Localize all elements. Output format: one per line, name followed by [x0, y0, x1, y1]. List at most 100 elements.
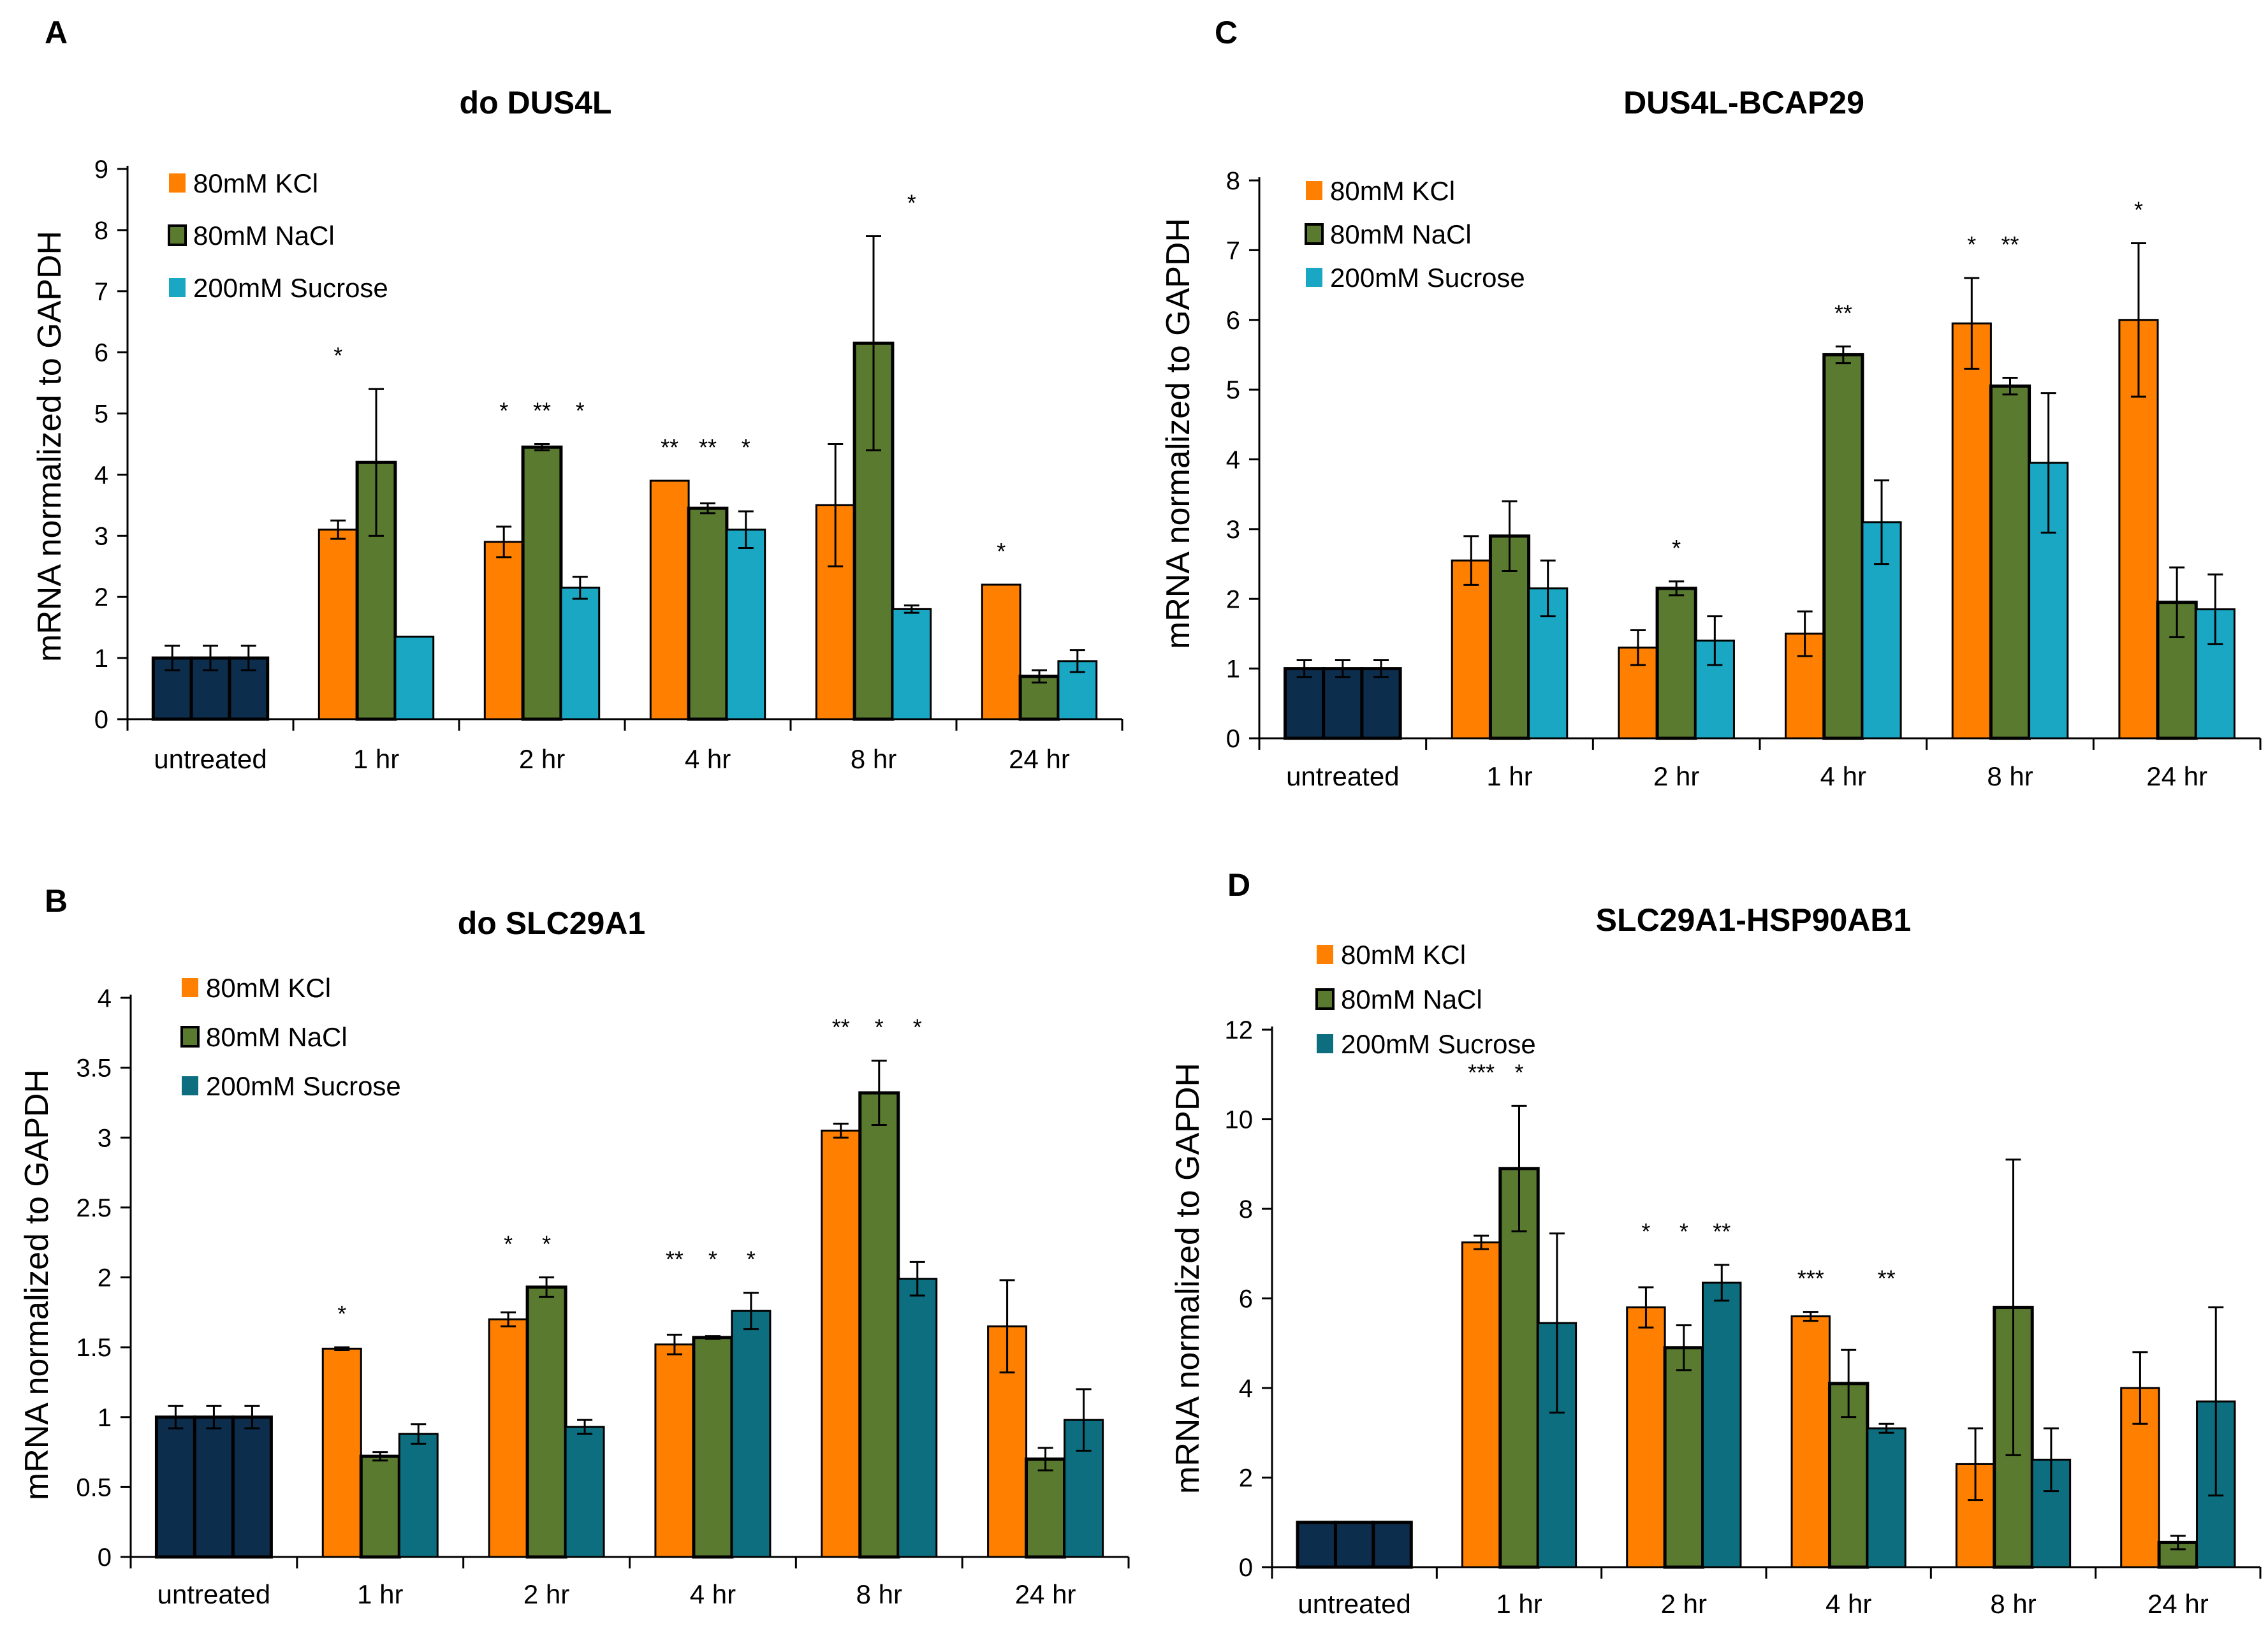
legend-swatch [180, 1026, 200, 1048]
bar [2120, 1387, 2160, 1568]
bar [1626, 1306, 1666, 1568]
x-tick-label: 2 hr [1653, 761, 1699, 791]
bar [1057, 660, 1098, 720]
bar [891, 608, 932, 720]
y-tick-label: 0 [94, 706, 108, 734]
x-tick-label: 2 hr [523, 1579, 569, 1609]
x-tick-label: 8 hr [851, 744, 896, 774]
bar [1822, 353, 1864, 740]
bar [525, 1285, 567, 1559]
y-tick-label: 6 [1226, 307, 1240, 335]
bar [1663, 1346, 1705, 1569]
y-tick-label: 8 [1226, 167, 1240, 195]
bar [1025, 1457, 1067, 1559]
bar [1322, 667, 1364, 740]
y-tick-label: 2.5 [76, 1194, 112, 1222]
significance-mark: * [1641, 1218, 1650, 1245]
y-tick-label: 1.5 [76, 1334, 112, 1362]
y-tick-label: 3 [98, 1124, 112, 1152]
y-tick-label: 3 [94, 522, 108, 550]
legend-label: 80mM KCl [1341, 940, 1466, 970]
significance-mark: * [913, 1014, 922, 1041]
significance-mark: * [907, 189, 916, 215]
bar [821, 1129, 861, 1558]
x-tick-label: 2 hr [519, 744, 565, 774]
legend-swatch [182, 978, 198, 997]
bar [692, 1336, 734, 1559]
x-tick-label: 4 hr [690, 1579, 736, 1609]
panel-b: Bdo SLC29A1 mRNA normalized to GAPDH 0 0.5 1… [18, 883, 1130, 1609]
y-tick-label: 2 [98, 1264, 112, 1292]
bar [560, 587, 601, 720]
bar [649, 479, 690, 720]
bar [2156, 601, 2198, 740]
significance-mark: ** [699, 434, 717, 460]
bar [398, 1433, 439, 1558]
bar [1296, 1521, 1337, 1569]
y-tick-label: 5 [1226, 376, 1240, 404]
bar [1702, 1282, 1742, 1568]
significance-mark: * [576, 398, 585, 424]
y-tick-label: 1 [1226, 655, 1240, 683]
panel-letter: D [1227, 867, 1250, 903]
significance-mark: * [997, 538, 1006, 564]
significance-mark: * [875, 1014, 884, 1041]
legend-label: 200mM Sucrose [193, 273, 388, 303]
bar [1360, 667, 1402, 740]
legend-swatch [1317, 945, 1333, 964]
x-tick-label: 1 hr [1496, 1589, 1542, 1619]
bar [154, 1415, 196, 1559]
legend-swatch [1317, 1034, 1333, 1053]
significance-mark: *** [1468, 1059, 1495, 1085]
y-tick-label: 4 [98, 984, 112, 1012]
legend-label: 80mM NaCl [1341, 984, 1482, 1014]
significance-mark: * [1672, 535, 1681, 561]
bar [321, 1347, 362, 1558]
significance-mark: * [742, 434, 750, 460]
bar [2031, 1458, 2072, 1568]
legend-swatch [1305, 223, 1324, 245]
bar [318, 529, 358, 720]
y-tick-label: 4 [94, 461, 108, 489]
x-tick-label: 24 hr [1009, 744, 1070, 774]
bar [1790, 1315, 1831, 1568]
x-tick-label: 8 hr [1990, 1589, 2036, 1619]
chart-title: do DUS4L [460, 85, 612, 121]
y-tick-label: 2 [94, 583, 108, 611]
significance-mark: * [542, 1231, 551, 1257]
bar [193, 1415, 235, 1559]
y-tick-label: 8 [1239, 1195, 1253, 1224]
bar [897, 1278, 938, 1558]
x-tick-label: untreated [1286, 761, 1399, 791]
panel-letter: A [45, 15, 68, 50]
y-tick-label: 0 [98, 1544, 112, 1572]
y-tick-label: 3 [1226, 516, 1240, 544]
chart-title: do SLC29A1 [458, 905, 646, 941]
bar [564, 1426, 605, 1558]
x-tick-label: 1 hr [1486, 761, 1532, 791]
y-axis-label: mRNA normalized to GAPDH [18, 1069, 55, 1500]
legend-swatch [182, 1076, 198, 1095]
bar [858, 1091, 900, 1559]
significance-mark: * [2134, 196, 2143, 223]
significance-mark: ** [832, 1014, 850, 1041]
legend-swatch [1306, 181, 1322, 200]
significance-mark: * [1967, 231, 1976, 258]
significance-mark: ** [666, 1246, 684, 1273]
legend-label: 200mM Sucrose [206, 1071, 401, 1101]
panel-letter: C [1215, 15, 1238, 50]
significance-mark: ** [661, 434, 678, 460]
bar [1498, 1167, 1540, 1569]
chart-title: DUS4L-BCAP29 [1623, 85, 1864, 121]
legend-label: 80mM KCl [193, 168, 318, 198]
bar [1372, 1521, 1413, 1569]
bar [394, 636, 435, 720]
x-tick-label: 4 hr [1820, 761, 1866, 791]
significance-mark: * [1679, 1218, 1688, 1245]
legend-label: 200mM Sucrose [1341, 1029, 1536, 1059]
legend-swatch [1306, 268, 1322, 287]
bar [521, 445, 563, 721]
legend-swatch [169, 278, 186, 297]
